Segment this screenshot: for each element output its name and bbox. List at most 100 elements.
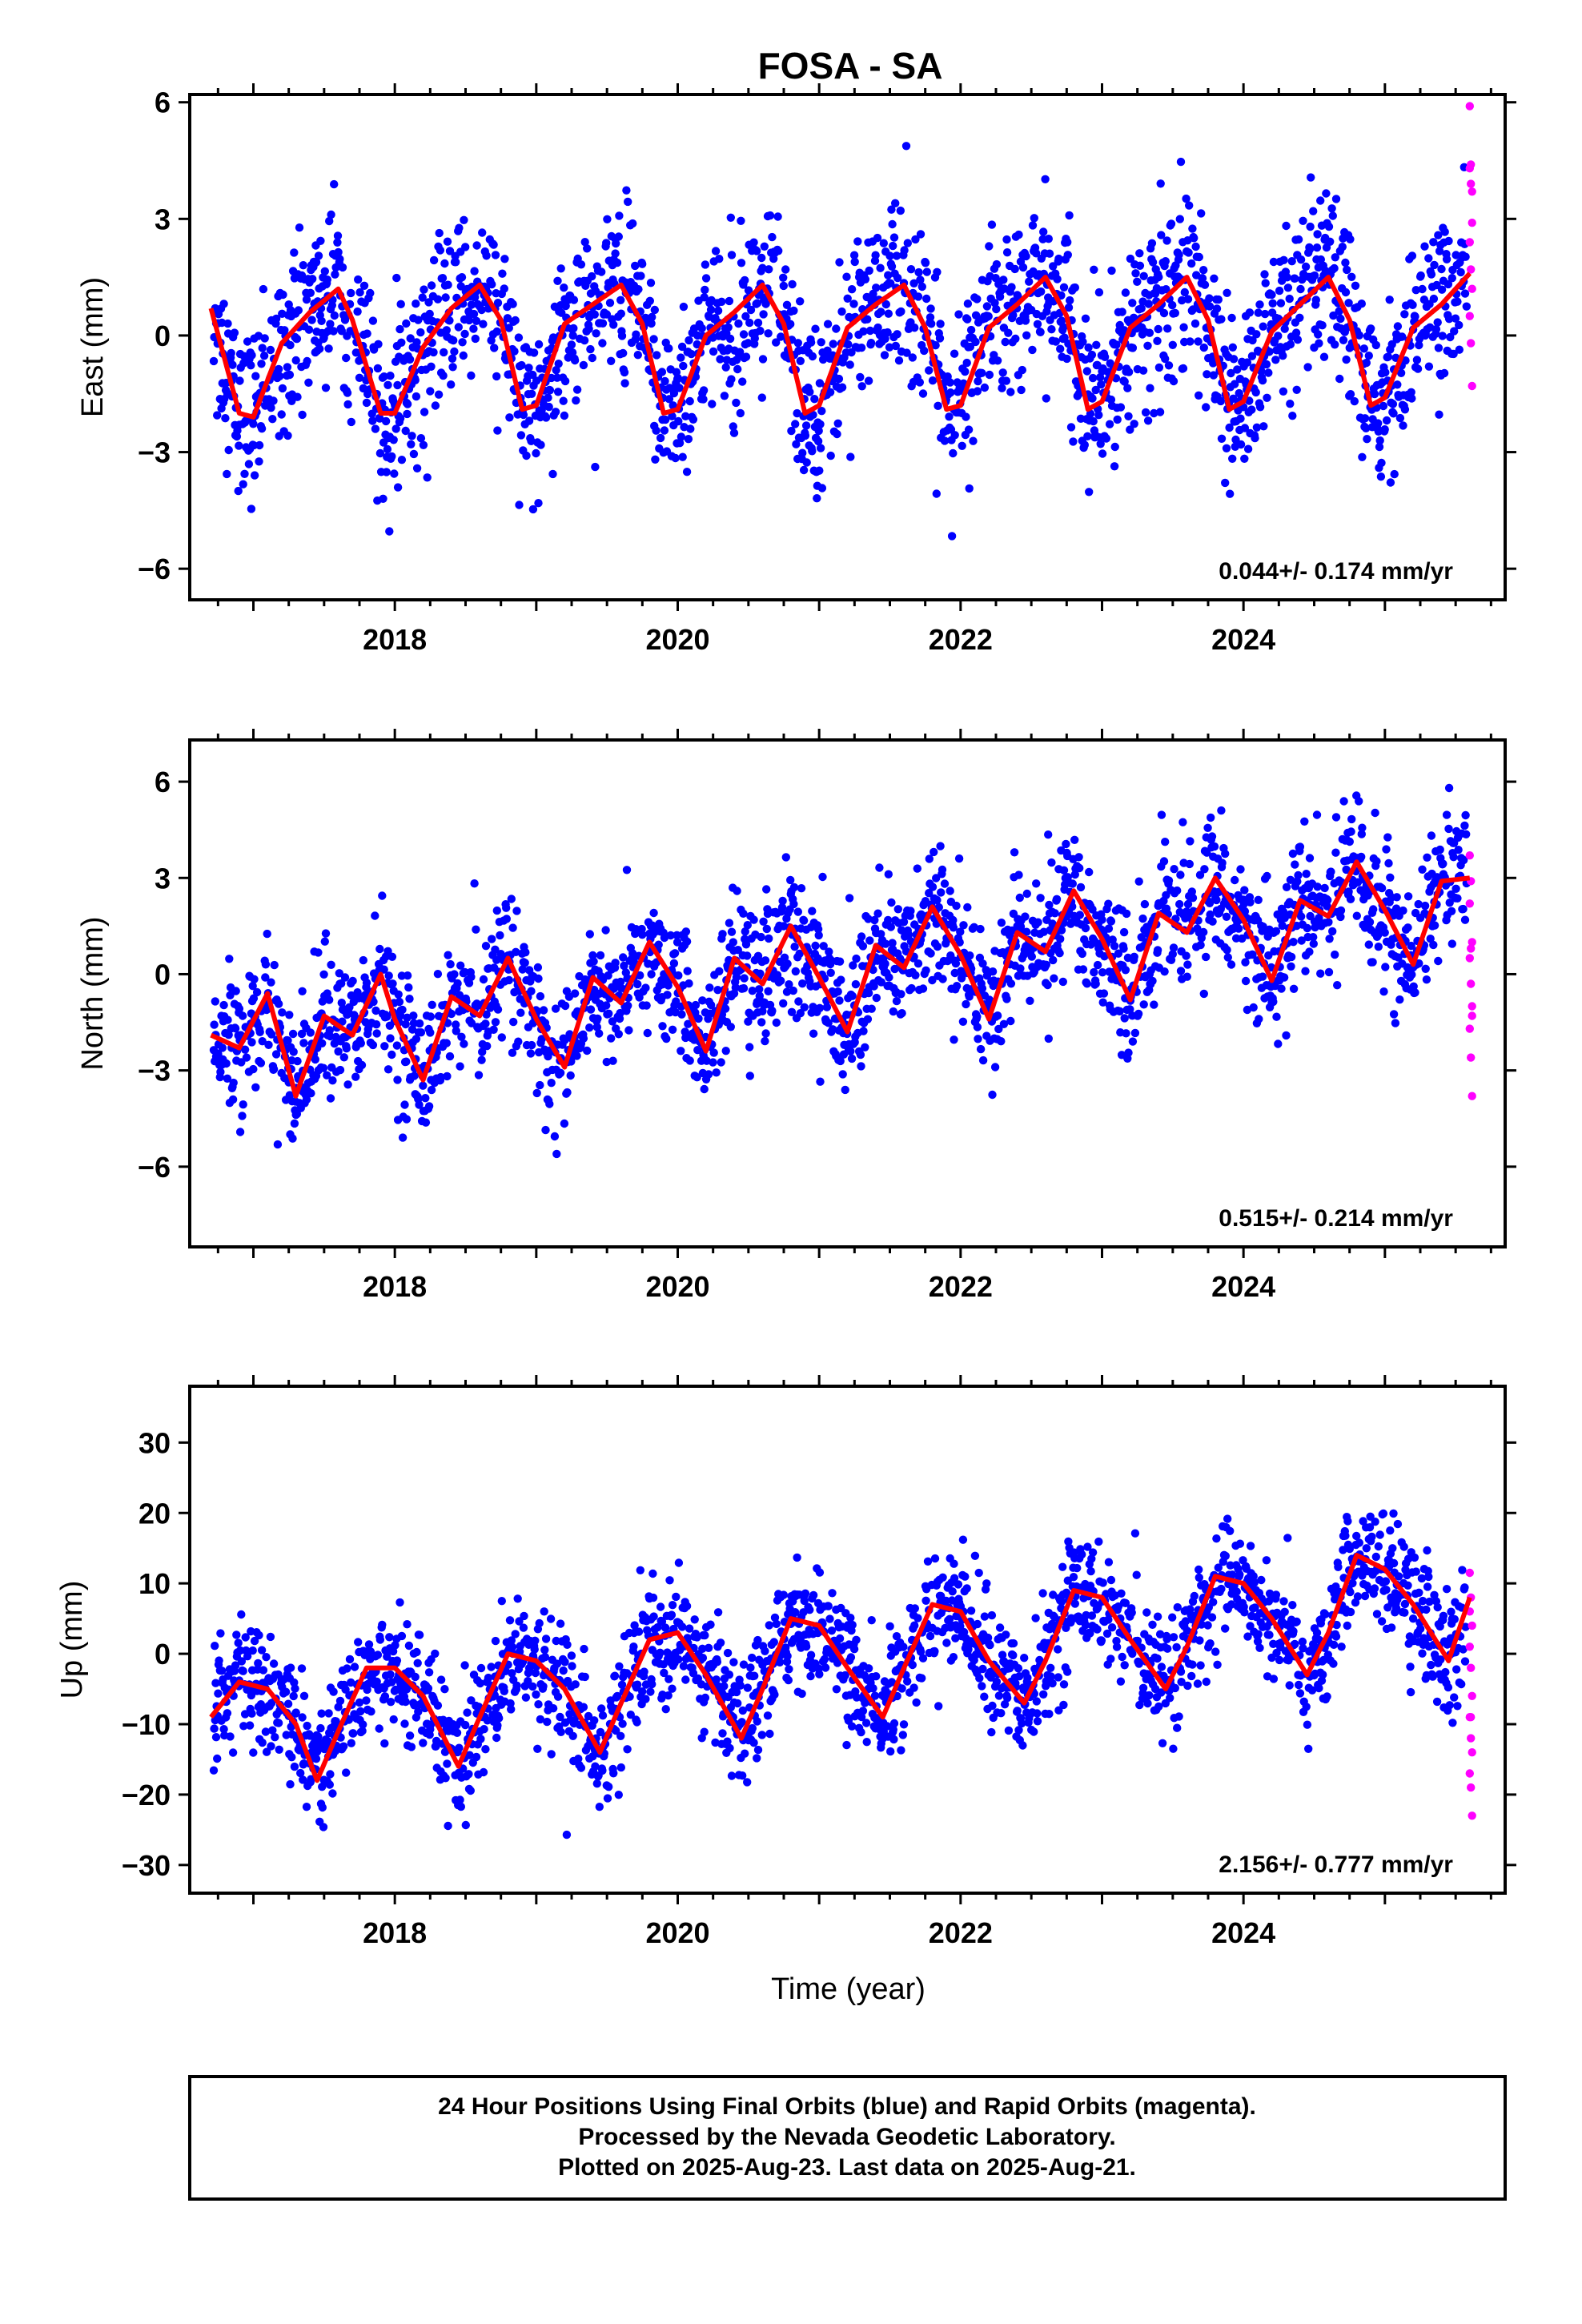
- final-point: [405, 1731, 415, 1740]
- final-point: [1022, 889, 1032, 899]
- final-point: [467, 1696, 476, 1705]
- final-point: [398, 1005, 407, 1015]
- final-point: [527, 436, 536, 445]
- final-point: [480, 1725, 488, 1734]
- final-point: [1442, 255, 1452, 263]
- final-point: [765, 934, 773, 943]
- final-point: [235, 441, 243, 450]
- final-point: [926, 313, 935, 322]
- final-point: [1326, 237, 1335, 246]
- final-point: [1328, 927, 1337, 936]
- final-point: [1269, 257, 1279, 267]
- final-point: [1017, 385, 1026, 395]
- final-point: [1384, 858, 1393, 868]
- final-point: [816, 1077, 825, 1086]
- final-point: [1338, 243, 1347, 251]
- final-point: [1150, 1000, 1158, 1009]
- final-point: [699, 386, 709, 395]
- final-point: [1075, 863, 1084, 873]
- rapid-point: [1467, 944, 1476, 953]
- final-point: [738, 377, 747, 386]
- final-point: [1381, 368, 1390, 377]
- final-point: [1178, 818, 1187, 826]
- final-point: [713, 306, 723, 316]
- rapid-point: [1465, 851, 1475, 860]
- final-point: [514, 1037, 523, 1046]
- x-tick-label: 2022: [929, 623, 993, 656]
- final-point: [334, 1047, 343, 1056]
- final-point: [1223, 946, 1231, 955]
- final-point: [479, 320, 488, 328]
- final-point: [1085, 867, 1094, 877]
- final-point: [491, 1636, 500, 1646]
- final-point: [316, 236, 325, 245]
- final-point: [955, 938, 964, 947]
- final-point: [1274, 1039, 1283, 1048]
- final-point: [441, 293, 450, 302]
- final-point: [1227, 368, 1235, 378]
- final-point: [478, 228, 487, 237]
- y-tick-label: 3: [155, 203, 171, 235]
- final-point: [1039, 927, 1049, 936]
- final-point: [602, 1057, 611, 1067]
- final-point: [1395, 413, 1405, 423]
- final-point: [1124, 1048, 1133, 1057]
- final-point: [1145, 328, 1154, 337]
- final-point: [363, 329, 371, 338]
- east-rapid-points: [1465, 102, 1476, 391]
- final-point: [1191, 319, 1200, 328]
- final-point: [1160, 967, 1169, 976]
- final-point: [897, 990, 905, 999]
- final-point: [709, 1058, 717, 1067]
- final-point: [433, 970, 443, 979]
- final-point: [861, 275, 870, 283]
- final-point: [938, 975, 947, 983]
- final-point: [1170, 308, 1180, 318]
- final-point: [835, 957, 845, 966]
- final-point: [415, 1019, 424, 1028]
- final-point: [1311, 296, 1321, 304]
- final-point: [782, 300, 792, 309]
- final-point: [673, 938, 682, 947]
- final-point: [1049, 262, 1058, 271]
- final-point: [1015, 893, 1025, 903]
- final-point: [679, 302, 689, 312]
- final-point: [745, 1043, 754, 1051]
- final-point: [789, 899, 798, 909]
- final-point: [404, 983, 413, 992]
- final-point: [720, 392, 729, 400]
- y-tick-label: −3: [138, 436, 171, 469]
- final-point: [982, 302, 992, 311]
- final-point: [1362, 358, 1371, 368]
- final-point: [745, 318, 754, 328]
- final-point: [1416, 271, 1425, 280]
- final-point: [857, 932, 866, 941]
- final-point: [211, 1642, 219, 1651]
- final-point: [801, 421, 811, 430]
- final-point: [456, 1802, 465, 1811]
- final-point: [937, 888, 946, 897]
- final-point: [421, 1118, 431, 1127]
- final-point: [497, 1033, 506, 1042]
- final-point: [1341, 287, 1351, 297]
- final-point: [1350, 396, 1359, 406]
- final-point: [427, 281, 436, 290]
- final-point: [1375, 442, 1384, 452]
- final-point: [909, 279, 918, 287]
- final-point: [1066, 296, 1074, 305]
- final-point: [1182, 972, 1192, 981]
- final-point: [1376, 472, 1386, 481]
- final-point: [298, 1713, 307, 1722]
- final-point: [1210, 274, 1219, 283]
- final-point: [1380, 425, 1389, 434]
- final-point: [963, 315, 972, 324]
- final-point: [324, 344, 333, 353]
- final-point: [583, 244, 592, 253]
- final-point: [1208, 917, 1217, 926]
- final-point: [1102, 434, 1111, 443]
- final-point: [481, 942, 491, 951]
- final-point: [1312, 243, 1322, 252]
- final-point: [1209, 371, 1219, 380]
- final-point: [1440, 227, 1449, 236]
